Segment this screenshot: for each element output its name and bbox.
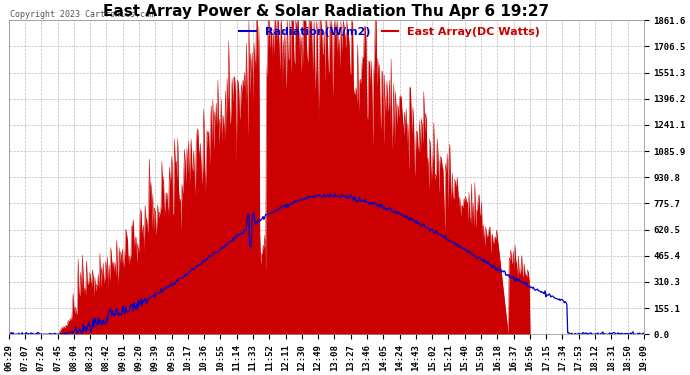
Title: East Array Power & Solar Radiation Thu Apr 6 19:27: East Array Power & Solar Radiation Thu A… xyxy=(104,4,549,19)
Text: Copyright 2023 Cartronics.com: Copyright 2023 Cartronics.com xyxy=(10,10,155,19)
Legend: Radiation(W/m2), East Array(DC Watts): Radiation(W/m2), East Array(DC Watts) xyxy=(235,23,544,42)
